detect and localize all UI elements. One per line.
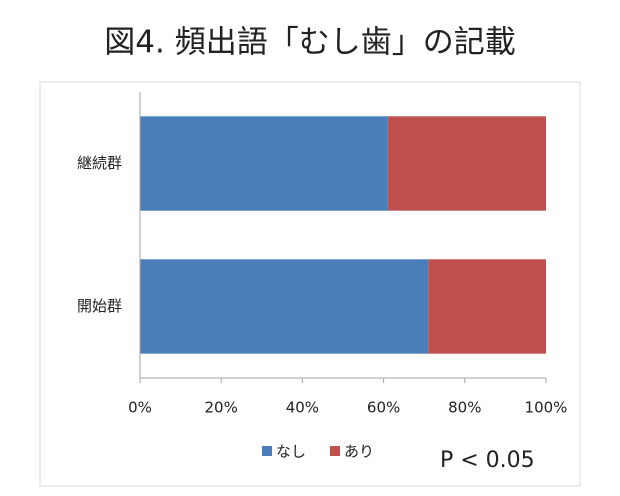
x-tick-label: 0% — [128, 399, 152, 417]
bar-segment — [428, 259, 546, 354]
x-tick-label: 60% — [367, 399, 400, 417]
chart-frame — [39, 81, 581, 487]
y-tick-label: 開始群 — [77, 297, 122, 315]
x-tick-label: 40% — [286, 399, 319, 417]
legend-label: なし — [276, 443, 306, 461]
x-tick-label: 80% — [448, 399, 481, 417]
x-tick-label: 20% — [205, 399, 238, 417]
legend-label: あり — [344, 443, 374, 461]
annotation: P < 0.05 — [440, 448, 535, 473]
y-tick-label: 継続群 — [77, 154, 122, 172]
chart-title: 図4. 頻出語「むし歯」の記載 — [104, 25, 515, 61]
legend-swatch — [330, 446, 340, 456]
bar-segment — [140, 259, 429, 354]
bar-segment — [140, 116, 388, 211]
x-tick-label: 100% — [525, 399, 568, 417]
legend-swatch — [262, 446, 272, 456]
bar-segment — [387, 116, 546, 211]
